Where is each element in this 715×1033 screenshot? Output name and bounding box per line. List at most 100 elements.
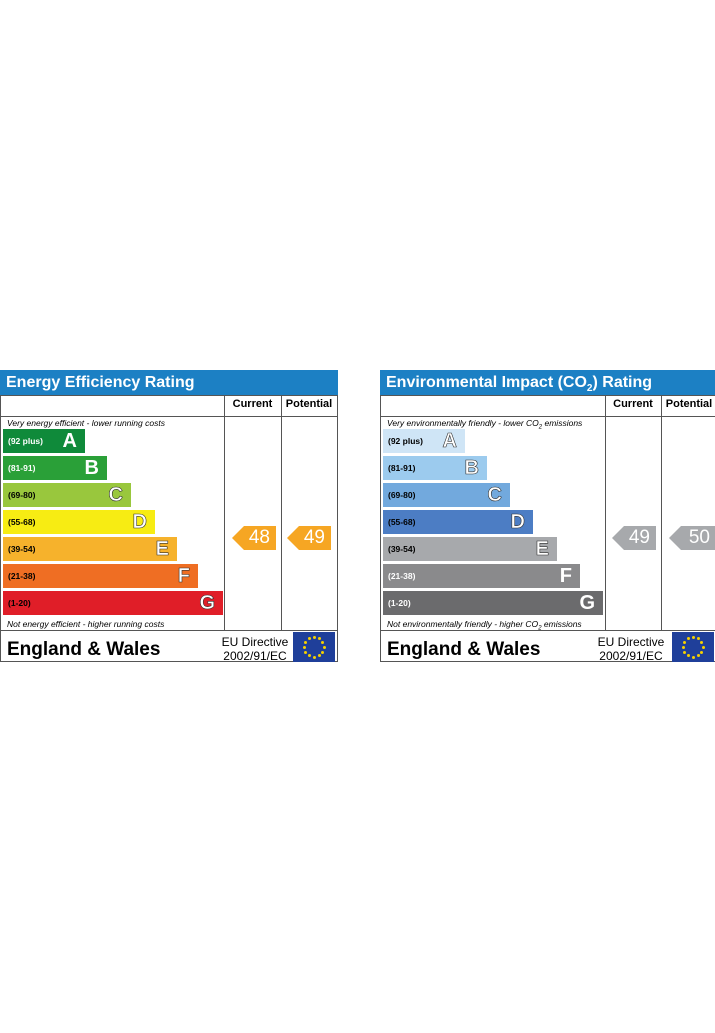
top-note-sub: 2 [538, 424, 543, 431]
band-letter: B [464, 457, 479, 480]
title-text-sub: 2 [586, 383, 593, 395]
star-icon [303, 640, 307, 644]
panel-title: Environmental Impact (CO2) Rating [380, 370, 715, 395]
band-letter: D [510, 511, 525, 534]
band-letter: A [62, 430, 77, 452]
star-icon [317, 654, 321, 658]
star-icon [681, 645, 685, 649]
star-icon [691, 655, 695, 659]
eu-directive: EU Directive 2002/91/EC [221, 635, 289, 663]
directive-line1: EU Directive [221, 635, 289, 649]
star-icon [700, 650, 704, 654]
star-icon [691, 635, 695, 639]
star-icon [682, 640, 686, 644]
star-icon [303, 650, 307, 654]
band-f: (21-38) F [3, 564, 198, 588]
band-range: (1-20) [8, 598, 31, 608]
band-a: (92 plus) A [383, 429, 465, 453]
arrow-shape [669, 526, 715, 550]
directive-line2: 2002/91/EC [223, 649, 287, 663]
current-value: 49 [628, 527, 650, 548]
band-letter: G [579, 592, 595, 614]
star-icon [317, 636, 321, 640]
eu-flag-icon [672, 632, 714, 662]
band-letter: F [559, 565, 572, 587]
band-c: (69-80) C [383, 483, 510, 507]
title-text-end: ) Rating [592, 374, 653, 391]
band-range: (81-91) [8, 463, 36, 473]
arrow-shape [612, 526, 656, 550]
band-letter: C [108, 484, 123, 507]
bottom-note-sub: 2 [538, 625, 542, 632]
band-letter: C [487, 484, 502, 507]
star-icon [322, 645, 326, 649]
band-a: (92 plus) A [3, 429, 85, 453]
star-icon [312, 635, 316, 639]
band-letter: B [84, 457, 99, 479]
top-note: Very environmentally friendly - lower CO… [387, 418, 582, 431]
potential-value: 50 [688, 527, 710, 548]
band-range: (81-91) [388, 463, 416, 473]
arrow-shape [287, 526, 331, 550]
star-icon [312, 655, 316, 659]
top-note-main: Very environmentally friendly - lower CO [387, 418, 539, 428]
eu-directive: EU Directive 2002/91/EC [597, 635, 665, 663]
star-icon [700, 640, 704, 644]
star-icon [696, 654, 700, 658]
band-range: (21-38) [388, 571, 416, 581]
band-letter: E [535, 538, 549, 561]
column-potential: Potential [285, 398, 333, 410]
title-text: Energy Efficiency Rating [6, 374, 195, 391]
band-range: (39-54) [8, 544, 36, 554]
column-current: Current [613, 398, 653, 410]
star-icon [307, 654, 311, 658]
top-note: Very energy efficient - lower running co… [7, 418, 165, 428]
band-b: (81-91) B [3, 456, 107, 480]
band-range: (21-38) [8, 571, 36, 581]
top-note-end: emissions [542, 418, 583, 428]
current-value: 48 [248, 527, 270, 548]
potential-value: 49 [303, 527, 325, 548]
rating-frame: Current Potential Very environmentally f… [380, 395, 715, 663]
band-range: (92 plus) [8, 436, 43, 446]
column-potential: Potential [665, 398, 713, 410]
band-range: (69-80) [8, 490, 36, 500]
band-g: (1-20) G [3, 591, 223, 615]
star-icon [682, 650, 686, 654]
band-range: (92 plus) [388, 436, 423, 446]
energy-efficiency-panel: Energy Efficiency Rating Current Potenti… [0, 370, 338, 663]
band-range: (39-54) [388, 544, 416, 554]
star-icon [696, 636, 700, 640]
title-text-main: Environmental Impact (CO [386, 374, 587, 391]
band-g: (1-20) G [383, 591, 603, 615]
star-icon [321, 650, 325, 654]
band-letter: D [132, 511, 147, 534]
band-range: (55-68) [8, 517, 36, 527]
band-letter: F [177, 565, 190, 588]
current-rating-arrow: 49 [612, 526, 656, 550]
band-c: (69-80) C [3, 483, 131, 507]
rating-frame: Current Potential Very energy efficient … [0, 395, 338, 663]
panel-title: Energy Efficiency Rating [0, 370, 338, 395]
band-letter: G [199, 592, 215, 615]
band-f: (21-38) F [383, 564, 580, 588]
star-icon [321, 640, 325, 644]
eu-flag-icon [293, 632, 335, 662]
star-icon [302, 645, 306, 649]
band-e: (39-54) E [3, 537, 177, 561]
region-label: England & Wales [7, 639, 161, 660]
star-icon [307, 636, 311, 640]
band-letter: A [442, 430, 457, 453]
band-range: (69-80) [388, 490, 416, 500]
band-e: (39-54) E [383, 537, 557, 561]
star-icon [686, 636, 690, 640]
band-range: (1-20) [388, 598, 411, 608]
star-icon [701, 645, 705, 649]
band-b: (81-91) B [383, 456, 487, 480]
directive-line2: 2002/91/EC [599, 649, 663, 663]
potential-rating-arrow: 49 [287, 526, 331, 550]
bottom-note-main: Not environmentally friendly - higher CO [387, 619, 539, 629]
bottom-note: Not environmentally friendly - higher CO… [387, 619, 582, 632]
column-current: Current [232, 398, 273, 410]
band-letter: E [155, 538, 169, 561]
